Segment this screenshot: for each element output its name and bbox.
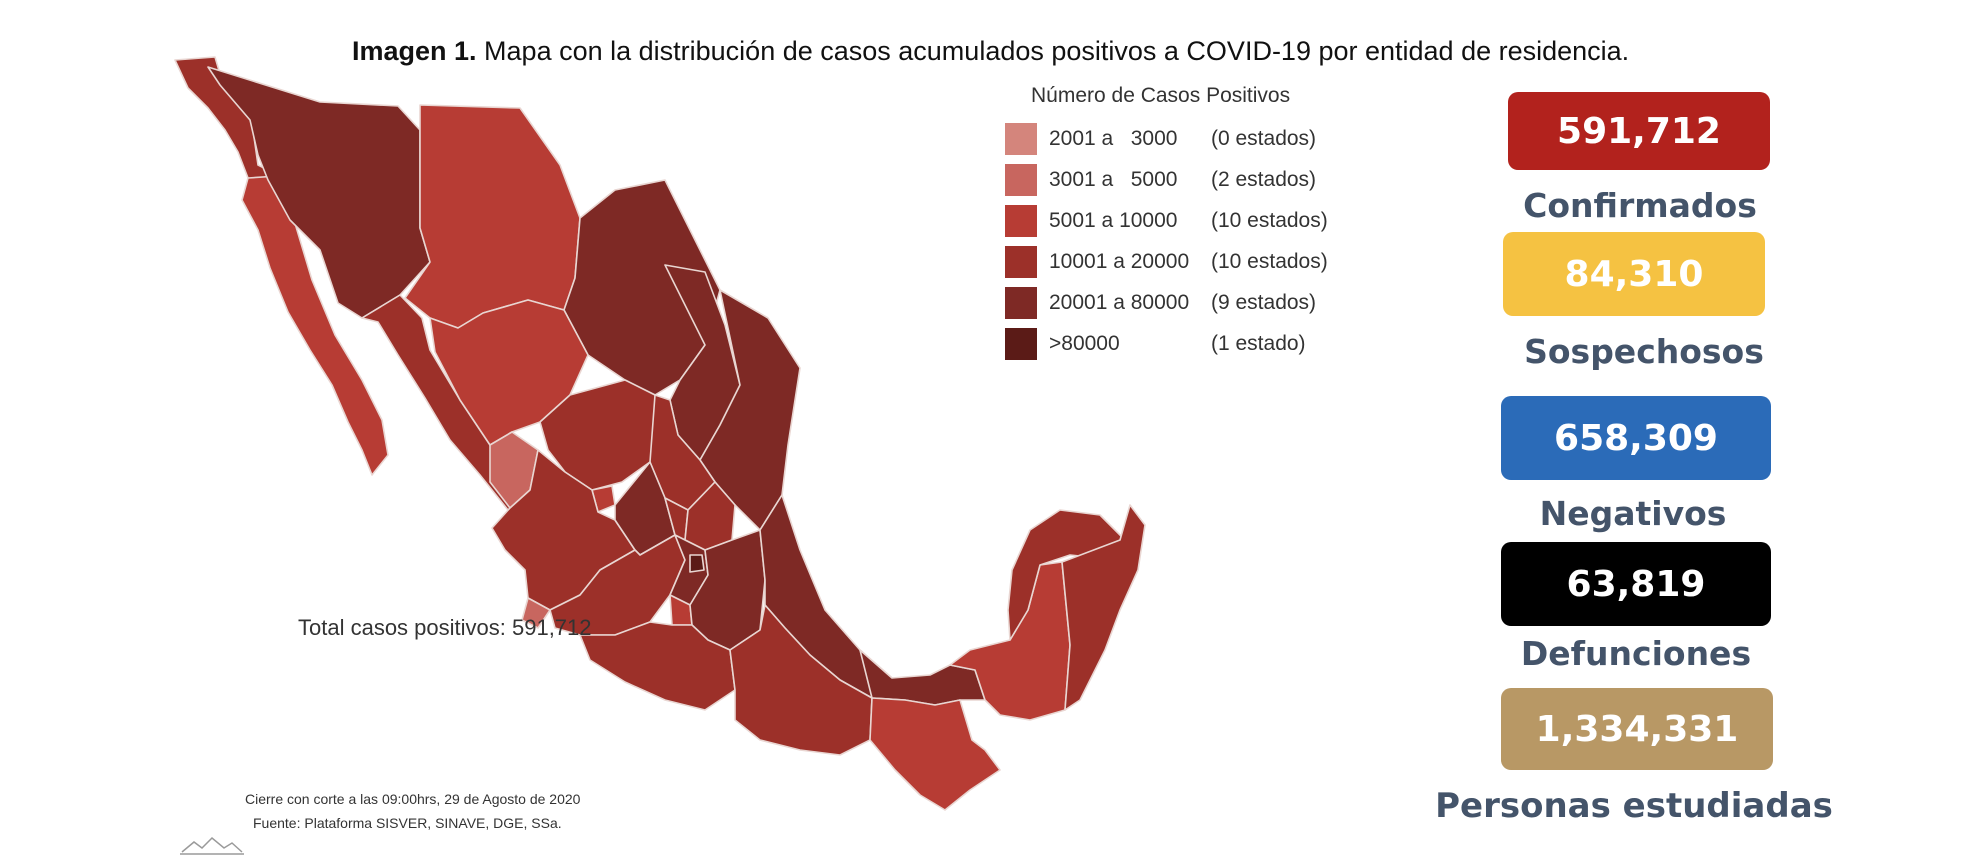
legend-count: (0 estados)	[1211, 126, 1317, 150]
cutoff-note: Cierre con corte a las 09:00hrs, 29 de A…	[245, 791, 581, 807]
legend-item: 2001 a 3000 (0 estados)	[1005, 118, 1385, 159]
legend: Número de Casos Positivos 2001 a 3000 (0…	[1005, 84, 1385, 364]
state-cdmx	[689, 554, 705, 573]
legend-title: Número de Casos Positivos	[1031, 84, 1291, 107]
legend-range: 3001 a 5000	[1049, 167, 1178, 191]
suspected-value-badge: 84,310	[1503, 232, 1765, 316]
figure-caption: Imagen 1. Mapa con la distribución de ca…	[352, 36, 1772, 67]
confirmed-value: 591,712	[1557, 110, 1721, 152]
negative-value-badge: 658,309	[1501, 396, 1771, 480]
confirmed-label: Confirmados	[1523, 186, 1757, 225]
state-qroo	[1061, 504, 1146, 711]
legend-swatch	[1005, 204, 1037, 237]
legend-range: 2001 a 3000	[1049, 126, 1178, 150]
state-chih	[404, 104, 581, 329]
legend-count: (1 estado)	[1211, 331, 1306, 355]
state-bcs	[241, 175, 389, 476]
legend-item: 3001 a 5000 (2 estados)	[1005, 159, 1385, 200]
state-sin	[361, 294, 523, 511]
legend-swatch	[1005, 163, 1037, 196]
studied-label: Personas estudiadas	[1435, 786, 1833, 826]
suspected-value: 84,310	[1564, 253, 1704, 295]
state-tamps	[699, 289, 801, 531]
legend-item: 5001 a 10000 (10 estados)	[1005, 200, 1385, 241]
state-yuc	[1007, 509, 1126, 641]
legend-swatch	[1005, 122, 1037, 155]
deaths-value-badge: 63,819	[1501, 542, 1771, 626]
mexico-map	[174, 56, 1146, 811]
legend-count: (2 estados)	[1211, 167, 1317, 191]
institution-logo-icon	[180, 836, 244, 855]
legend-count: (9 estados)	[1211, 290, 1317, 314]
suspected-label: Sospechosos	[1524, 332, 1764, 371]
caption-label: Imagen 1.	[352, 36, 477, 66]
deaths-label: Defunciones	[1520, 634, 1752, 673]
legend-item: 20001 a 80000 (9 estados)	[1005, 282, 1385, 323]
legend-swatch	[1005, 286, 1037, 319]
state-son	[207, 66, 431, 319]
state-zac	[539, 379, 671, 491]
state-col	[521, 597, 551, 629]
deaths-value: 63,819	[1566, 563, 1706, 605]
legend-range: >80000	[1049, 331, 1120, 355]
source-note: Fuente: Plataforma SISVER, SINAVE, DGE, …	[253, 815, 562, 831]
legend-count: (10 estados)	[1211, 208, 1328, 232]
total-positive-cases: Total casos positivos: 591,712	[298, 615, 592, 640]
legend-item: >80000 (1 estado)	[1005, 323, 1385, 364]
legend-range: 10001 a 20000	[1049, 249, 1190, 273]
legend-swatch	[1005, 327, 1037, 360]
state-chis	[869, 697, 1001, 811]
negative-label: Negativos	[1539, 494, 1727, 533]
legend-count: (10 estados)	[1211, 249, 1328, 273]
legend-range: 20001 a 80000	[1049, 290, 1190, 314]
studied-value-badge: 1,334,331	[1501, 688, 1773, 770]
studied-value: 1,334,331	[1535, 708, 1739, 750]
legend-swatch	[1005, 245, 1037, 278]
confirmed-value-badge: 591,712	[1508, 92, 1770, 170]
negative-value: 658,309	[1554, 417, 1718, 459]
caption-text: Mapa con la distribución de casos acumul…	[476, 36, 1630, 66]
legend-range: 5001 a 10000	[1049, 208, 1178, 232]
legend-item: 10001 a 20000 (10 estados)	[1005, 241, 1385, 282]
